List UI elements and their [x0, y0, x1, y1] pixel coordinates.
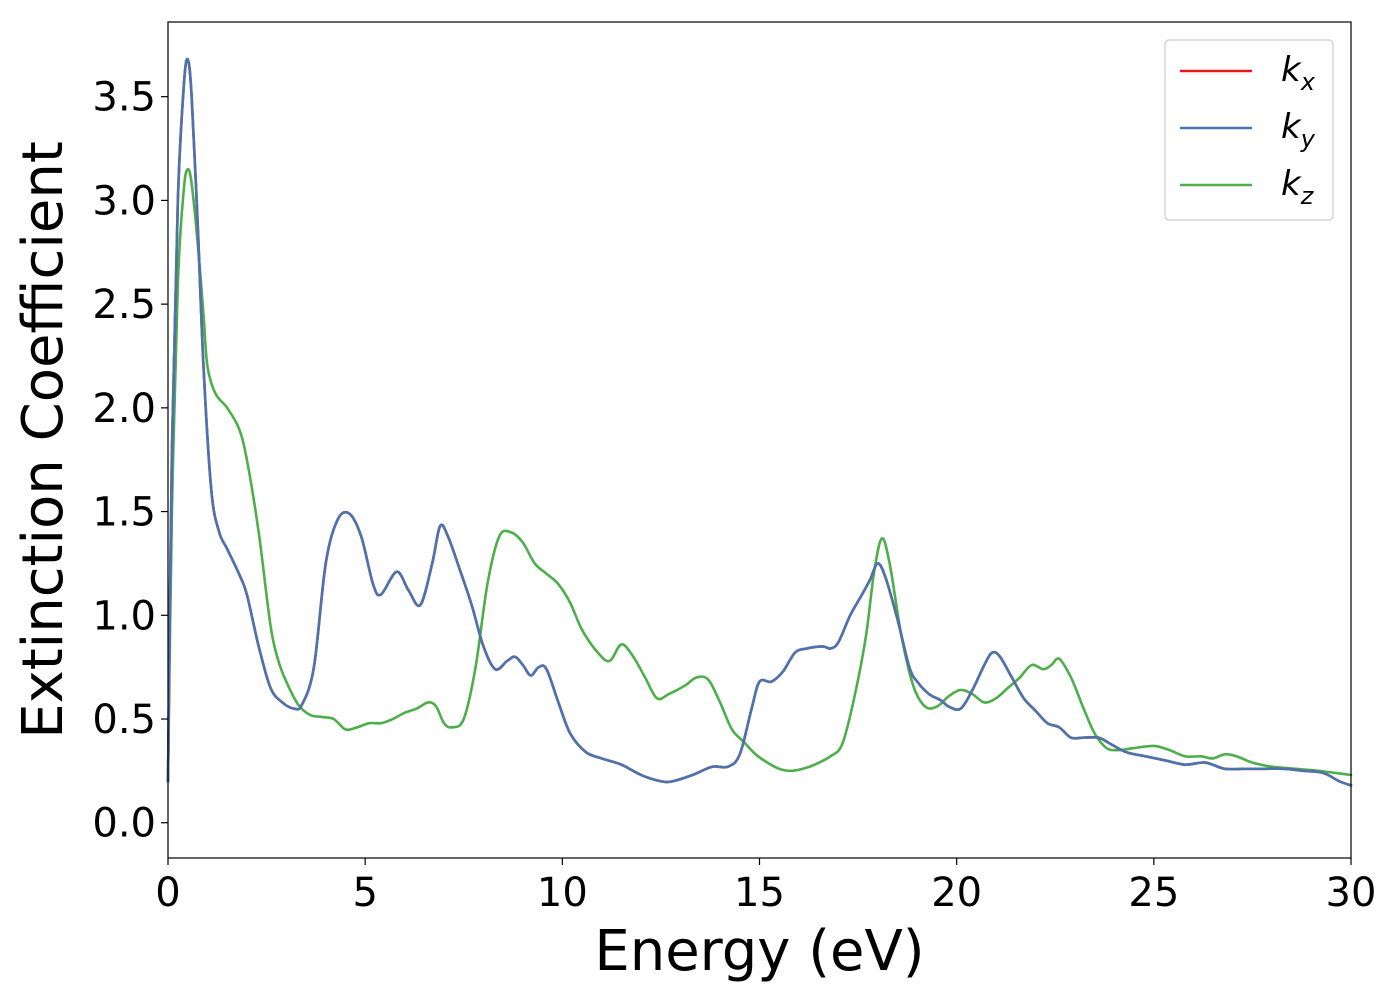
- x-tick-label: 15: [734, 870, 785, 916]
- legend-label-base: k: [1281, 164, 1302, 204]
- plot-area: [168, 22, 1351, 858]
- legend-label-k-z: kz: [1281, 164, 1315, 210]
- y-tick-label: 0.5: [92, 697, 156, 743]
- legend-label-k-y: ky: [1281, 107, 1316, 153]
- y-axis-title: Extinction Coefficient: [11, 141, 76, 739]
- legend-label-subscript: y: [1300, 125, 1316, 153]
- series-line-k-y: [166, 57, 1353, 787]
- x-tick-label: 5: [352, 870, 377, 916]
- series-layer: [166, 57, 1353, 787]
- y-tick-label: 2.5: [92, 282, 156, 328]
- y-tick-label: 3.5: [92, 75, 156, 121]
- y-tick-label: 1.5: [92, 490, 156, 536]
- legend-box: [1164, 39, 1334, 221]
- legend-label-k-x: kx: [1281, 50, 1316, 96]
- series-line-k-z: [166, 167, 1353, 783]
- y-tick-label: 0.0: [92, 801, 156, 847]
- legend-label-subscript: z: [1300, 182, 1315, 210]
- y-tick-label: 2.0: [92, 386, 156, 432]
- x-tick-label: 20: [931, 870, 982, 916]
- x-tick-label: 10: [537, 870, 588, 916]
- x-axis-title: Energy (eV): [594, 919, 924, 984]
- x-tick-label: 0: [155, 870, 180, 916]
- x-axis-ticks: 0 5 10 15 20 25 30: [155, 858, 1376, 916]
- legend-label-base: k: [1281, 50, 1302, 90]
- x-tick-label: 25: [1128, 870, 1179, 916]
- y-axis-ticks: 0.0 0.5 1.0 1.5 2.0 2.5 3.0 3.5: [92, 75, 168, 847]
- y-tick-label: 1.0: [92, 593, 156, 639]
- legend-label-subscript: x: [1300, 68, 1316, 96]
- x-tick-label: 30: [1326, 870, 1377, 916]
- y-tick-label: 3.0: [92, 178, 156, 224]
- legend-label-base: k: [1281, 107, 1302, 147]
